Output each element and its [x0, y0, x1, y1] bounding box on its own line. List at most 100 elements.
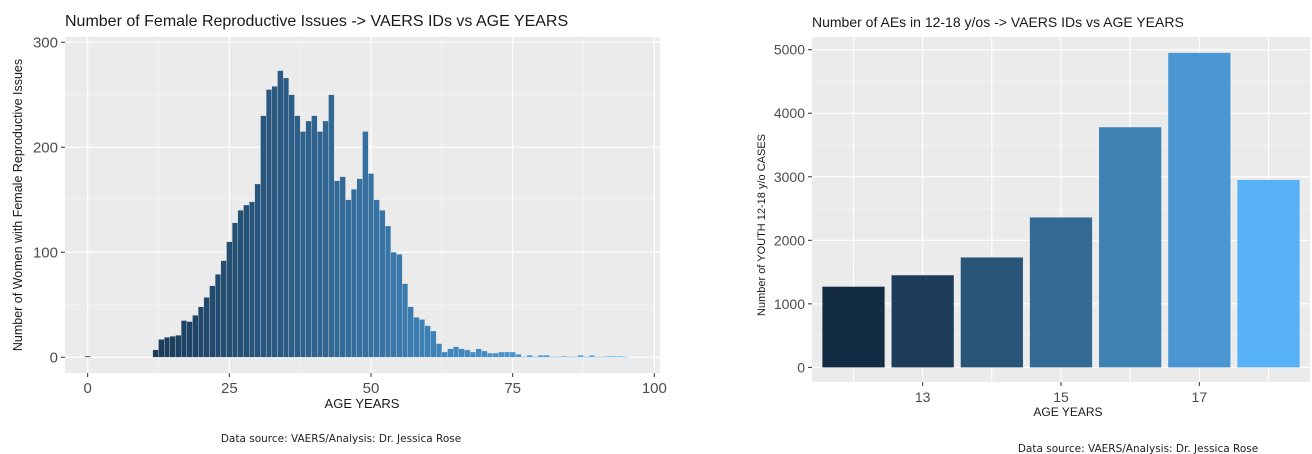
bar: [577, 354, 584, 358]
bar: [266, 89, 272, 358]
bar: [198, 306, 204, 358]
right-x-axis-label: AGE YEARS: [1033, 405, 1102, 419]
bar: [396, 254, 403, 358]
bar: [583, 356, 590, 358]
bar: [215, 274, 221, 358]
right-bars: [822, 52, 1300, 368]
right-chart: Number of AEs in 12-18 y/os -> VAERS IDs…: [756, 14, 1310, 454]
bar: [232, 222, 238, 358]
bar: [192, 315, 199, 358]
bar: [419, 319, 425, 358]
bar: [470, 351, 476, 358]
bar: [169, 336, 176, 358]
y-tick-label: 2000: [774, 232, 805, 248]
left-chart-title: Number of Female Reproductive Issues -> …: [65, 13, 568, 30]
bar: [328, 94, 335, 358]
bar: [1029, 217, 1093, 368]
bar: [430, 330, 437, 358]
bar: [243, 204, 250, 358]
bar: [209, 285, 216, 358]
right-x-ticks: 13 15 17: [915, 382, 1207, 405]
bar: [532, 356, 539, 358]
y-tick-label: 300: [33, 34, 58, 51]
left-chart: Number of Female Reproductive Issues -> …: [11, 13, 667, 445]
bar: [453, 346, 459, 358]
left-y-ticks: 0 100 200 300: [33, 34, 65, 366]
bar: [589, 354, 595, 358]
right-data-source: Data source: VAERS/Analysis: Dr. Jessica…: [1018, 443, 1258, 454]
bar: [526, 354, 533, 358]
y-tick-label: 0: [50, 349, 58, 366]
bar: [538, 354, 544, 358]
bar: [623, 356, 629, 358]
bar: [543, 354, 550, 358]
bar: [356, 178, 363, 358]
bar: [441, 351, 448, 358]
bar: [271, 86, 278, 358]
bar: [300, 131, 306, 358]
y-tick-label: 200: [33, 139, 58, 156]
bar: [487, 352, 493, 358]
bar: [617, 356, 624, 358]
bar: [458, 348, 465, 358]
bar: [203, 297, 210, 358]
bar: [345, 199, 352, 358]
bar: [317, 131, 323, 358]
y-tick-label: 5000: [774, 42, 805, 58]
left-x-axis-label: AGE YEARS: [325, 396, 400, 411]
bar: [611, 356, 618, 358]
bar: [1099, 127, 1162, 368]
bar: [339, 176, 346, 358]
bar: [1237, 179, 1300, 368]
bar: [891, 275, 954, 368]
y-tick-label: 3000: [774, 169, 805, 185]
bar: [481, 350, 488, 358]
bar: [158, 339, 165, 358]
bar: [555, 356, 561, 358]
bar: [413, 317, 420, 358]
bar: [600, 356, 607, 358]
bar: [509, 351, 516, 358]
bar: [311, 115, 318, 358]
bar: [362, 131, 369, 358]
x-tick-label: 75: [504, 380, 521, 397]
bar: [220, 260, 227, 358]
x-tick-label: 17: [1192, 389, 1208, 405]
bar: [237, 210, 244, 358]
bar: [1168, 52, 1231, 368]
y-tick-label: 100: [33, 244, 58, 261]
bar: [475, 348, 482, 358]
bar: [288, 94, 295, 358]
left-y-axis-label: Number of Women with Female Reproductive…: [11, 59, 25, 351]
bar: [498, 351, 505, 358]
bar: [566, 356, 573, 358]
bar: [322, 120, 329, 358]
right-y-ticks: 0 1000 2000 3000 4000 5000: [774, 42, 812, 375]
bar: [822, 286, 885, 368]
bar: [181, 320, 187, 358]
bar: [283, 77, 289, 358]
bar: [175, 335, 182, 358]
left-data-source: Data source: VAERS/Analysis: Dr. Jessica…: [221, 433, 461, 445]
bar: [594, 356, 601, 358]
bar: [402, 283, 408, 358]
x-tick-label: 0: [83, 380, 91, 397]
bar: [351, 189, 357, 358]
bar: [464, 349, 471, 358]
bar: [521, 356, 527, 358]
x-tick-label: 25: [221, 380, 238, 397]
right-y-axis-label: Number of YOUTH 12-18 y/o CASES: [756, 134, 768, 316]
bar: [960, 257, 1023, 368]
bar: [492, 352, 499, 358]
bar: [436, 343, 442, 358]
bar: [294, 115, 301, 358]
x-tick-label: 15: [1053, 389, 1069, 405]
bar: [277, 70, 284, 358]
y-tick-label: 4000: [774, 105, 805, 121]
bar: [424, 325, 431, 358]
bar: [226, 241, 233, 358]
bar: [164, 337, 170, 358]
bar: [254, 183, 261, 358]
bar: [334, 180, 340, 358]
